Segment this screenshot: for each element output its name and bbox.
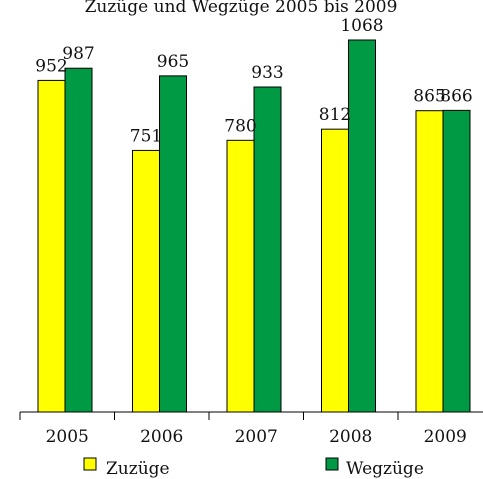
legend: Zuzüge Wegzüge — [83, 457, 424, 479]
bar-wegzuege-2007 — [253, 86, 282, 413]
x-tick-label-2005: 2005 — [46, 427, 89, 447]
value-label-wegzuege-2007: 933 — [251, 63, 283, 83]
chart-title: Zuzüge und Wegzüge 2005 bis 2009 — [85, 0, 398, 17]
value-label-wegzuege-2008: 1068 — [340, 16, 383, 36]
legend-label-wegzuege: Wegzüge — [346, 459, 424, 479]
value-label-zuzuege-2006: 751 — [130, 126, 162, 146]
bar-wegzuege-2006 — [159, 75, 187, 413]
value-label-zuzuege-2008: 812 — [319, 105, 351, 125]
legend-label-zuzuege: Zuzüge — [106, 459, 170, 479]
legend-swatch-zuzuege — [83, 457, 97, 471]
x-tick-label-2008: 2008 — [329, 427, 372, 447]
bars-layer — [37, 39, 471, 413]
legend-swatch-wegzuege — [325, 457, 339, 471]
x-axis-ticks-layer: 2005 2006 2007 2008 2009 — [19, 412, 467, 447]
bar-wegzuege-2005 — [64, 67, 93, 413]
x-tick-label-2009: 2009 — [424, 427, 467, 447]
bar-wegzuege-2009 — [442, 109, 471, 413]
value-label-wegzuege-2006: 965 — [157, 52, 189, 72]
bar-zuzuege-2008 — [321, 128, 349, 413]
value-label-zuzuege-2009: 865 — [413, 87, 445, 107]
value-label-zuzuege-2005: 952 — [35, 56, 67, 76]
value-label-zuzuege-2007: 780 — [224, 116, 256, 136]
value-label-wegzuege-2009: 866 — [440, 86, 472, 106]
x-tick-label-2007: 2007 — [235, 427, 278, 447]
bar-zuzuege-2006 — [132, 149, 160, 413]
bar-zuzuege-2009 — [415, 110, 444, 413]
bar-wegzuege-2008 — [348, 39, 376, 413]
x-tick-label-2006: 2006 — [140, 427, 183, 447]
value-label-wegzuege-2005: 987 — [62, 44, 94, 64]
bar-zuzuege-2005 — [37, 79, 66, 413]
bar-zuzuege-2007 — [226, 139, 255, 413]
